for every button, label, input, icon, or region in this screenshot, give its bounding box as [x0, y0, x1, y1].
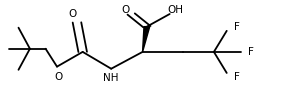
Text: O: O [69, 9, 77, 19]
Polygon shape [143, 27, 150, 52]
Text: F: F [248, 47, 254, 57]
Text: F: F [234, 22, 240, 32]
Text: O: O [121, 5, 130, 15]
Text: F: F [234, 72, 240, 82]
Text: OH: OH [167, 5, 183, 15]
Text: O: O [54, 72, 62, 82]
Text: NH: NH [103, 73, 119, 83]
